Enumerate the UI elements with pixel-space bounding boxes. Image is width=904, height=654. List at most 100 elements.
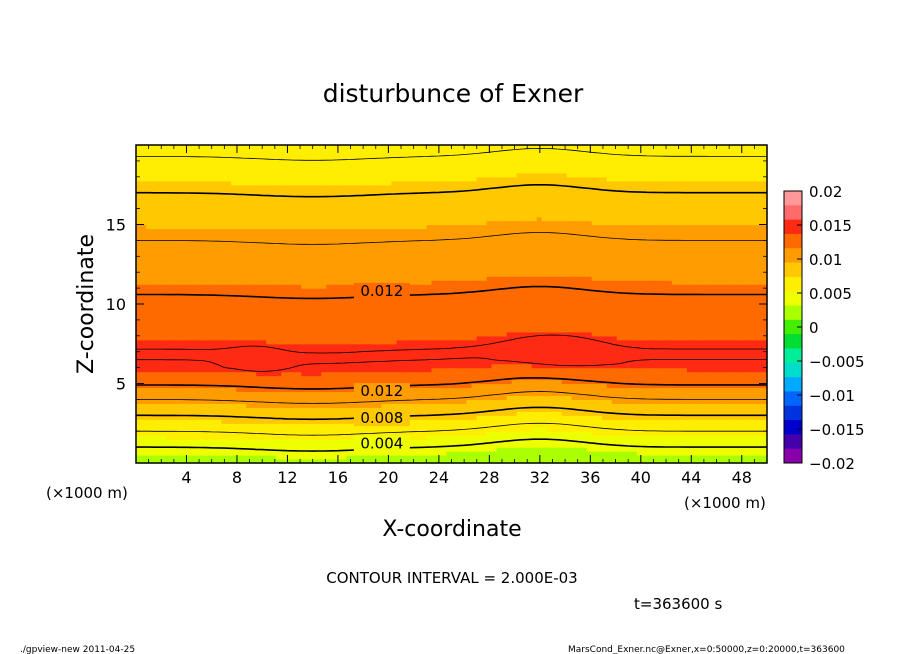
field-cell [296,379,302,385]
field-cell [401,367,408,373]
field-cell [196,339,202,345]
field-cell [516,379,523,385]
field-cell [611,399,618,404]
field-cell [221,335,227,341]
field-cell [686,327,693,333]
field-cell [271,315,277,321]
field-cell [456,423,463,428]
field-cell [541,383,548,389]
field-cell [431,367,438,373]
field-cell [686,407,693,412]
field-cell [286,447,292,452]
field-cell [211,315,217,321]
field-cell [646,355,653,361]
field-cell [206,327,212,333]
field-cell [236,359,242,365]
field-cell [756,351,763,357]
field-cell [301,447,307,452]
field-cell [496,335,503,341]
field-cell [761,327,768,333]
field-cell [256,443,262,448]
field-cell [146,439,152,444]
field-cell [671,307,678,313]
field-cell [581,391,588,397]
field-cell [756,327,763,333]
field-cell [541,343,548,349]
field-cell [256,387,262,393]
field-cell [566,383,573,389]
field-cell [331,391,337,397]
field-cell [726,427,733,432]
field-cell [651,419,658,424]
field-cell [436,423,443,428]
field-cell [171,415,177,420]
field-cell [566,431,573,436]
field-cell [361,351,367,357]
field-cell [396,315,403,321]
field-cell [266,327,272,333]
field-cell [756,423,763,428]
field-cell [511,407,518,412]
field-cell [416,339,423,345]
field-cell [261,423,267,428]
field-cell [176,451,182,456]
field-cell [276,407,282,412]
field-cell [746,343,753,349]
field-cell [276,311,282,317]
field-cell [341,455,347,460]
field-cell [281,419,287,424]
field-cell [546,319,553,325]
field-cell [756,399,763,404]
field-cell [546,411,553,416]
field-cell [366,427,372,432]
field-cell [226,427,232,432]
field-cell [241,379,247,385]
field-cell [611,327,618,333]
field-cell [426,391,433,397]
field-cell [576,411,583,416]
field-cell [551,387,558,393]
field-cell [656,375,663,381]
field-cell [291,339,297,345]
field-cell [631,339,638,345]
field-cell [666,315,673,321]
field-cell [211,327,217,333]
field-cell [601,395,608,400]
field-cell [391,351,398,357]
field-cell [736,315,743,321]
field-cell [571,387,578,393]
field-cell [701,439,708,444]
field-cell [581,339,588,345]
field-cell [141,439,147,444]
field-cell [231,375,237,381]
field-cell [426,347,433,353]
field-cell [421,387,428,393]
field-cell [746,363,753,369]
field-cell [691,439,698,444]
field-cell [421,327,428,333]
field-cell [596,407,603,412]
field-cell [746,439,753,444]
field-cell [281,383,287,389]
field-cell [526,367,533,373]
field-cell [756,431,763,436]
field-cell [261,351,267,357]
field-cell [371,319,377,325]
field-cell [706,343,713,349]
field-cell [341,347,347,353]
field-cell [336,427,342,432]
field-cell [356,371,362,377]
field-cell [581,355,588,361]
field-cell [226,431,232,436]
field-cell [191,439,197,444]
field-cell [501,427,508,432]
field-cell [311,403,317,408]
field-cell [736,327,743,333]
field-cell [331,359,337,365]
field-cell [681,435,688,440]
field-cell [616,403,623,408]
field-cell [736,435,743,440]
field-cell [281,339,287,345]
field-cell [446,379,453,385]
field-cell [496,387,503,393]
